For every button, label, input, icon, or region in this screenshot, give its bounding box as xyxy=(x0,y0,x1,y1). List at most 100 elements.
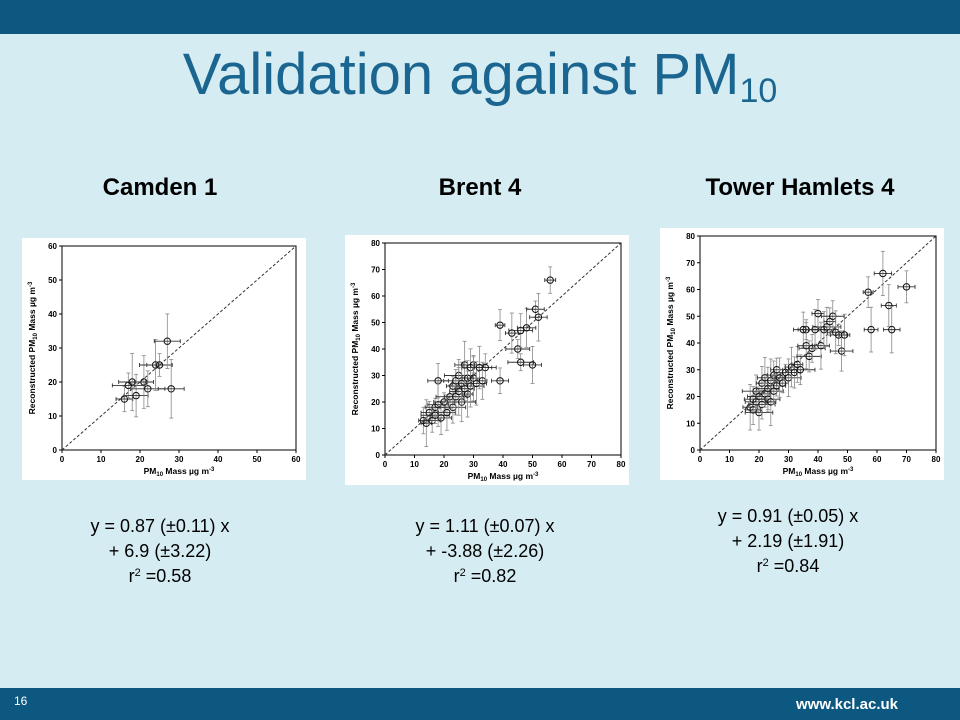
y-axis-label: Reconstructed PM10 Mass µg m-3 xyxy=(350,282,362,415)
equation-tower-hamlets-line1: y = 0.91 (±0.05) x xyxy=(717,506,859,526)
y-axis-label: Reconstructed PM10 Mass µg m-3 xyxy=(27,281,39,414)
x-axis-label: PM10 Mass µg m-3 xyxy=(783,466,854,478)
x-tick-label: 0 xyxy=(698,455,703,464)
data-point xyxy=(496,377,504,385)
data-point xyxy=(885,301,893,310)
equation-brent: y = 1.11 (±0.07) x + -3.88 (±2.26) r2 =0… xyxy=(365,514,605,589)
equation-camden-r-value: =0.58 xyxy=(140,566,192,586)
y-tick-label: 50 xyxy=(686,312,695,321)
equation-brent-r2: r2 =0.82 xyxy=(365,564,605,589)
x-tick-label: 10 xyxy=(410,460,419,469)
data-point xyxy=(508,329,516,337)
equation-brent-line1: y = 1.11 (±0.07) x xyxy=(415,516,555,536)
y-tick-label: 0 xyxy=(691,446,696,455)
data-point xyxy=(840,331,849,339)
x-axis-label-pre: PM xyxy=(144,466,157,476)
data-point xyxy=(528,361,537,369)
data-point xyxy=(517,326,525,335)
y-axis-label-post: Mass µg m xyxy=(665,282,675,328)
x-tick-label: 40 xyxy=(214,455,223,464)
y-tick-label: 60 xyxy=(686,286,695,295)
x-axis-label: PM10 Mass µg m-3 xyxy=(468,471,539,483)
x-tick-label: 20 xyxy=(440,460,449,469)
x-tick-label: 30 xyxy=(784,455,793,464)
y-axis-label-sup: -3 xyxy=(28,281,34,287)
equation-camden: y = 0.87 (±0.11) x + 6.9 (±3.22) r2 =0.5… xyxy=(40,514,280,589)
data-point xyxy=(163,337,172,345)
equation-tower-hamlets: y = 0.91 (±0.05) x + 2.19 (±1.91) r2 =0.… xyxy=(668,504,908,579)
data-point xyxy=(814,309,822,318)
equation-camden-line1: y = 0.87 (±0.11) x xyxy=(90,516,230,536)
data-point xyxy=(443,408,451,417)
page-number: 16 xyxy=(14,694,28,708)
equation-tower-hamlets-r-sup: 2 xyxy=(762,557,769,569)
y-tick-label: 60 xyxy=(48,242,57,251)
x-tick-label: 20 xyxy=(136,455,145,464)
data-point xyxy=(437,414,445,422)
chart-tower-hamlets: 0 10 20 30 40 50 60 70 80 0 10 20 30 40 50 60 70 80 PM10 M… xyxy=(660,228,944,480)
data-point xyxy=(778,379,787,387)
x-tick-label: 70 xyxy=(587,460,596,469)
data-point xyxy=(514,345,522,353)
x-axis-label-sub: 10 xyxy=(795,472,802,478)
one-to-one-line xyxy=(384,242,622,456)
data-point xyxy=(522,324,531,332)
y-tick-label: 80 xyxy=(686,232,695,241)
one-to-one-line xyxy=(699,235,937,451)
x-axis-label-sup: -3 xyxy=(533,472,539,478)
y-tick-label: 30 xyxy=(686,366,695,375)
data-point xyxy=(796,366,805,374)
x-tick-label: 50 xyxy=(528,460,537,469)
y-tick-label: 40 xyxy=(48,310,57,319)
x-tick-label: 80 xyxy=(617,460,626,469)
x-axis-label-post: Mass µg m xyxy=(802,466,848,476)
x-tick-label: 50 xyxy=(843,455,852,464)
x-axis-label-pre: PM xyxy=(468,471,481,481)
y-axis-label-sup: -3 xyxy=(666,276,672,282)
x-tick-label: 40 xyxy=(499,460,508,469)
footer-url: www.kcl.ac.uk xyxy=(796,696,898,713)
x-tick-label: 0 xyxy=(383,460,388,469)
chart-brent: 0 10 20 30 40 50 60 70 80 0 10 20 30 40 50 60 70 80 PM10 M… xyxy=(345,235,629,485)
x-tick-label: 0 xyxy=(60,455,65,464)
y-tick-label: 40 xyxy=(686,339,695,348)
x-axis-label-post: Mass µg m xyxy=(163,466,209,476)
equation-camden-r: r xyxy=(128,566,135,586)
equation-camden-r-sup: 2 xyxy=(134,567,141,579)
y-tick-label: 60 xyxy=(371,292,380,301)
slide-title-subscript: 10 xyxy=(739,72,778,110)
x-tick-label: 80 xyxy=(932,455,941,464)
chart-camden: 0 10 20 30 40 50 60 0 10 20 30 40 50 60 PM10 Mass µg m… xyxy=(22,238,306,480)
data-point xyxy=(534,313,543,321)
x-axis-label: PM10 Mass µg m-3 xyxy=(144,466,215,478)
x-tick-label: 50 xyxy=(253,455,262,464)
equation-brent-line2: + -3.88 (±2.26) xyxy=(425,541,545,561)
data-point xyxy=(867,325,875,334)
y-tick-label: 80 xyxy=(371,239,380,248)
top-bar xyxy=(0,0,960,34)
bottom-bar xyxy=(0,688,960,720)
chart-title-tower-hamlets: Tower Hamlets 4 xyxy=(705,174,895,201)
y-tick-label: 50 xyxy=(371,319,380,328)
y-axis-label-pre: Reconstructed PM xyxy=(27,340,37,415)
data-point xyxy=(496,321,504,329)
equation-camden-line2: + 6.9 (±3.22) xyxy=(108,541,212,561)
slide-title-main: Validation against PM xyxy=(182,42,740,107)
y-axis-label-sub: 10 xyxy=(671,327,677,334)
data-point xyxy=(902,283,911,291)
x-tick-label: 20 xyxy=(755,455,764,464)
x-axis-label-sup: -3 xyxy=(848,467,854,473)
data-point xyxy=(144,385,152,393)
x-tick-label: 60 xyxy=(558,460,567,469)
data-point xyxy=(167,385,175,393)
equation-tower-hamlets-r2: r2 =0.84 xyxy=(668,554,908,579)
data-point xyxy=(864,288,872,296)
y-tick-label: 40 xyxy=(371,345,380,354)
x-tick-label: 40 xyxy=(814,455,823,464)
y-tick-label: 50 xyxy=(48,276,57,285)
x-axis-label-pre: PM xyxy=(783,466,796,476)
x-tick-label: 70 xyxy=(902,455,911,464)
x-tick-label: 30 xyxy=(175,455,184,464)
data-point xyxy=(155,361,164,369)
